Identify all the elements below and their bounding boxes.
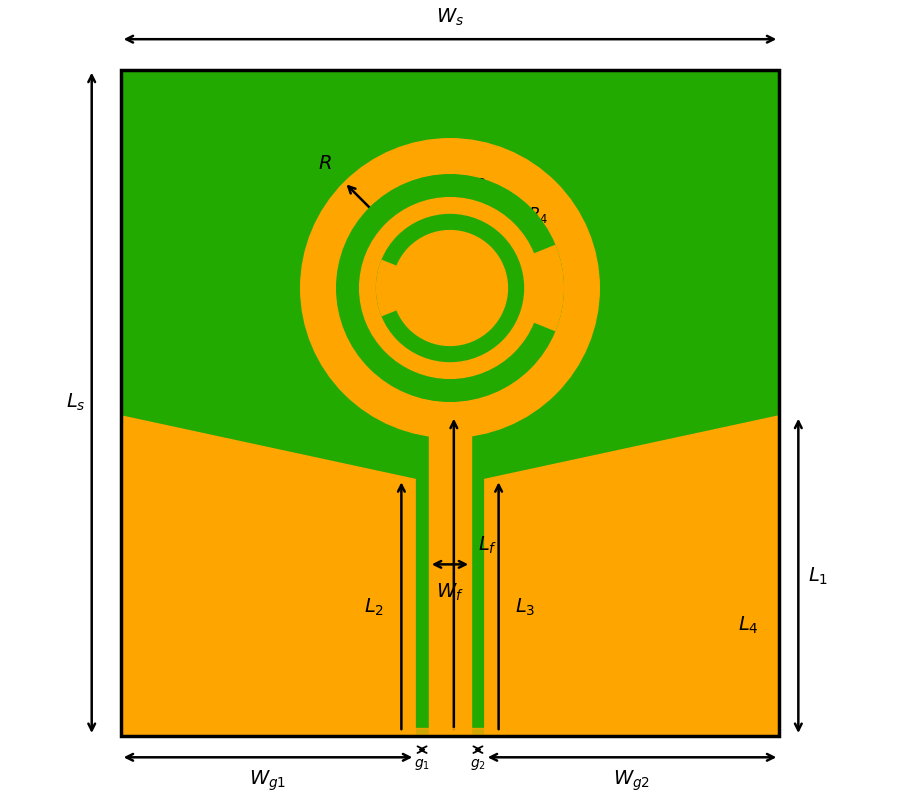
Text: $R_1$: $R_1$ xyxy=(402,210,422,230)
Polygon shape xyxy=(121,416,415,736)
Text: $R_2$: $R_2$ xyxy=(432,188,452,208)
Bar xyxy=(121,70,779,736)
Text: $L_3$: $L_3$ xyxy=(516,597,536,618)
Text: $R_3$: $R_3$ xyxy=(474,176,494,196)
Text: $S_1$: $S_1$ xyxy=(391,297,410,317)
Text: $W_f$: $W_f$ xyxy=(436,582,464,602)
Text: $R$: $R$ xyxy=(319,154,332,174)
Circle shape xyxy=(376,214,524,362)
Bar xyxy=(121,70,779,736)
Bar xyxy=(429,416,471,736)
Text: $L_4$: $L_4$ xyxy=(738,614,759,636)
Text: $R_4$: $R_4$ xyxy=(528,205,548,225)
Wedge shape xyxy=(376,261,397,315)
Text: $W_{g2}$: $W_{g2}$ xyxy=(614,769,651,794)
Circle shape xyxy=(337,174,563,402)
Text: $L_1$: $L_1$ xyxy=(807,566,828,586)
Bar xyxy=(415,728,485,734)
Text: $g_2$: $g_2$ xyxy=(470,758,486,772)
Circle shape xyxy=(301,138,599,438)
Polygon shape xyxy=(485,416,779,736)
Text: $L_2$: $L_2$ xyxy=(364,597,384,618)
Circle shape xyxy=(360,198,540,378)
Circle shape xyxy=(392,230,508,346)
Text: $g_1$: $g_1$ xyxy=(414,758,430,772)
Text: $L_s$: $L_s$ xyxy=(66,392,86,414)
Text: $W_{g1}$: $W_{g1}$ xyxy=(249,769,286,794)
Wedge shape xyxy=(534,246,563,330)
Text: $W_s$: $W_s$ xyxy=(436,6,464,28)
Text: $L_f$: $L_f$ xyxy=(478,534,498,556)
